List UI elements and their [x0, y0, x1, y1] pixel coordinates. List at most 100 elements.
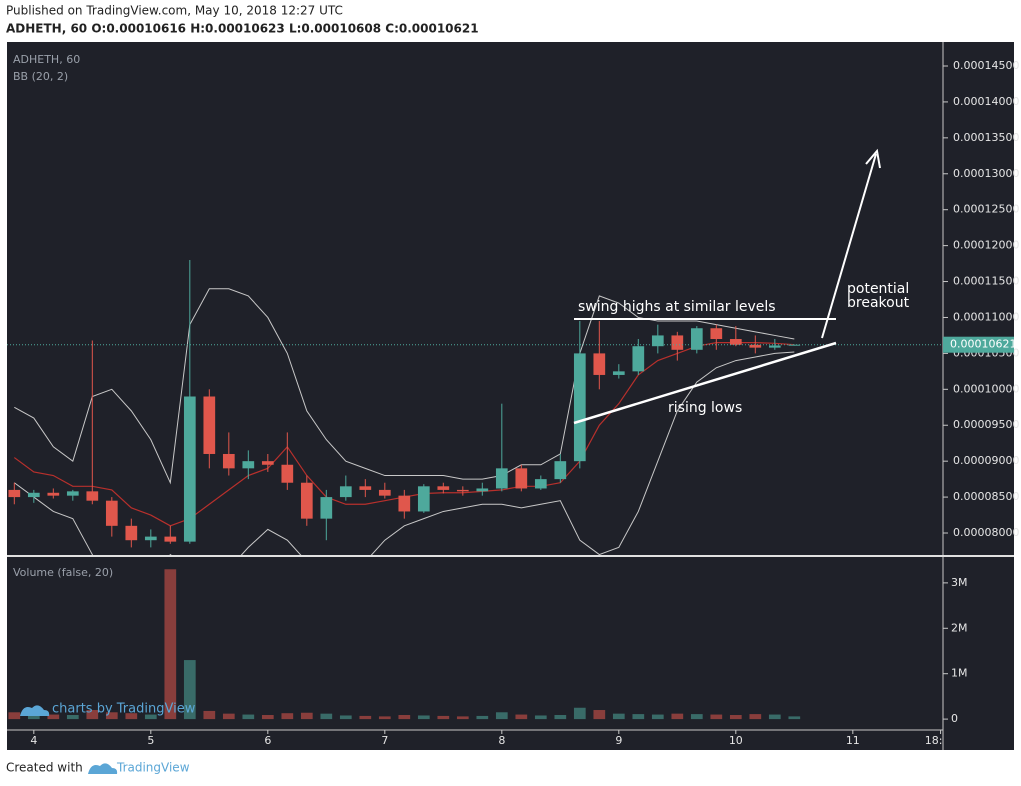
- y-tick-label: 0.00013000: [953, 167, 1019, 180]
- volume-tick-label: 0: [951, 712, 958, 725]
- candle-body: [534, 479, 547, 489]
- volume-bar: [612, 713, 625, 720]
- candle-body: [203, 396, 216, 454]
- candle-body: [242, 461, 255, 469]
- y-tick-label: 0.00014000: [953, 95, 1019, 108]
- axes: 0.00008000 0.00008500 0.00009000 0.00009500…: [943, 59, 1019, 725]
- footer-created: Created with: [6, 761, 83, 775]
- volume-bar: [710, 714, 723, 720]
- watermark: charts by TradingView: [20, 702, 196, 717]
- volume-bar: [242, 714, 255, 720]
- volume-bar: [125, 713, 138, 720]
- volume-bar: [534, 715, 547, 720]
- volume-bar: [261, 715, 274, 720]
- y-tick-label: 0.00012500: [953, 203, 1019, 216]
- candle-body: [144, 536, 157, 541]
- volume-tick-label: 3M: [951, 576, 968, 589]
- arrow: [821, 153, 877, 339]
- x-tick-label: 11: [846, 734, 860, 747]
- candle-body: [768, 345, 781, 348]
- candle-body: [651, 335, 664, 347]
- candle-body: [183, 396, 196, 542]
- candle-body: [417, 486, 430, 512]
- volume-bar: [749, 714, 762, 720]
- volume-bar: [8, 712, 21, 720]
- volume-bar: [515, 714, 528, 720]
- volume-bar: [164, 569, 177, 720]
- volume-bar: [222, 713, 235, 720]
- x-axis: 4 5 6 7 8 9 10 11 18:00: [30, 730, 943, 747]
- y-tick-label: 0.00012000: [953, 239, 1019, 252]
- arrow-head: [865, 148, 881, 169]
- footer-logo: [88, 763, 118, 774]
- volume-bar: [359, 715, 372, 720]
- candle-body: [8, 489, 21, 498]
- trend-line: [573, 341, 837, 425]
- x-tick-label: 9: [615, 734, 622, 747]
- volume-bar: [27, 713, 40, 720]
- indicator-label: BB (20, 2): [13, 70, 68, 83]
- y-tick-label: 0.00013500: [953, 131, 1019, 144]
- x-tick-label: 6: [264, 734, 271, 747]
- volume-bar: [47, 714, 60, 720]
- candle-body: [164, 536, 177, 542]
- candle-body: [573, 353, 586, 462]
- volume-bar: [203, 710, 216, 720]
- candle-body: [66, 491, 79, 496]
- annotation: breakout: [847, 295, 910, 311]
- x-tick-label: 8: [498, 734, 505, 747]
- volume-bar: [768, 714, 781, 720]
- candle-body: [710, 328, 723, 340]
- volume-bar: [398, 715, 411, 720]
- candle-body: [456, 489, 469, 492]
- volume-bar: [183, 660, 196, 720]
- volume-bar: [690, 714, 703, 720]
- volume-bar: [437, 715, 450, 720]
- volume-bar: [632, 714, 645, 720]
- candle-body: [749, 344, 762, 348]
- candle-body: [105, 500, 118, 526]
- y-tick-label: 0.00011000: [953, 310, 1019, 323]
- candle-body: [476, 488, 489, 492]
- volume-bar: [281, 713, 294, 720]
- annotation: rising lows: [668, 400, 742, 416]
- volume-bar: [417, 715, 430, 720]
- last-price-label: 0.00010621: [950, 338, 1016, 351]
- volume-bar: [86, 710, 99, 720]
- candle-body: [359, 486, 372, 490]
- volume-pane: [8, 569, 801, 720]
- y-tick-label: 0.00008500: [953, 490, 1019, 503]
- candle-body: [671, 335, 684, 350]
- bollinger-lower: [14, 351, 795, 555]
- bollinger-upper: [14, 288, 795, 485]
- volume-bar: [593, 710, 606, 720]
- volume-bar: [144, 714, 157, 720]
- y-tick-label: 0.00009500: [953, 418, 1019, 431]
- candle-body: [515, 468, 528, 489]
- volume-bar: [651, 714, 664, 720]
- candle-body: [222, 453, 235, 469]
- volume-label: Volume (false, 20): [13, 566, 113, 579]
- published: Published on TradingView.com, May 10, 20…: [6, 4, 343, 18]
- y-tick-label: 0.00010000: [953, 382, 1019, 395]
- volume-bar: [339, 715, 352, 720]
- candle-body: [27, 492, 40, 498]
- volume-bar: [105, 712, 118, 720]
- volume-bar: [554, 715, 567, 720]
- candle-body: [47, 492, 60, 496]
- volume-tick-label: 1M: [951, 667, 968, 680]
- candle-body: [495, 468, 508, 489]
- volume-bar: [456, 716, 469, 720]
- candle-body: [554, 461, 567, 480]
- volume-bar: [66, 715, 79, 720]
- y-tick-label: 0.00009000: [953, 454, 1019, 467]
- volume-tick-label: 2M: [951, 621, 968, 634]
- volume-bar: [300, 712, 313, 720]
- last-price-box: [943, 336, 1014, 353]
- volume-bar: [378, 716, 391, 720]
- candle-body: [612, 371, 625, 375]
- candle-body: [632, 346, 645, 372]
- candle-body: [729, 339, 742, 345]
- candle-body: [378, 489, 391, 496]
